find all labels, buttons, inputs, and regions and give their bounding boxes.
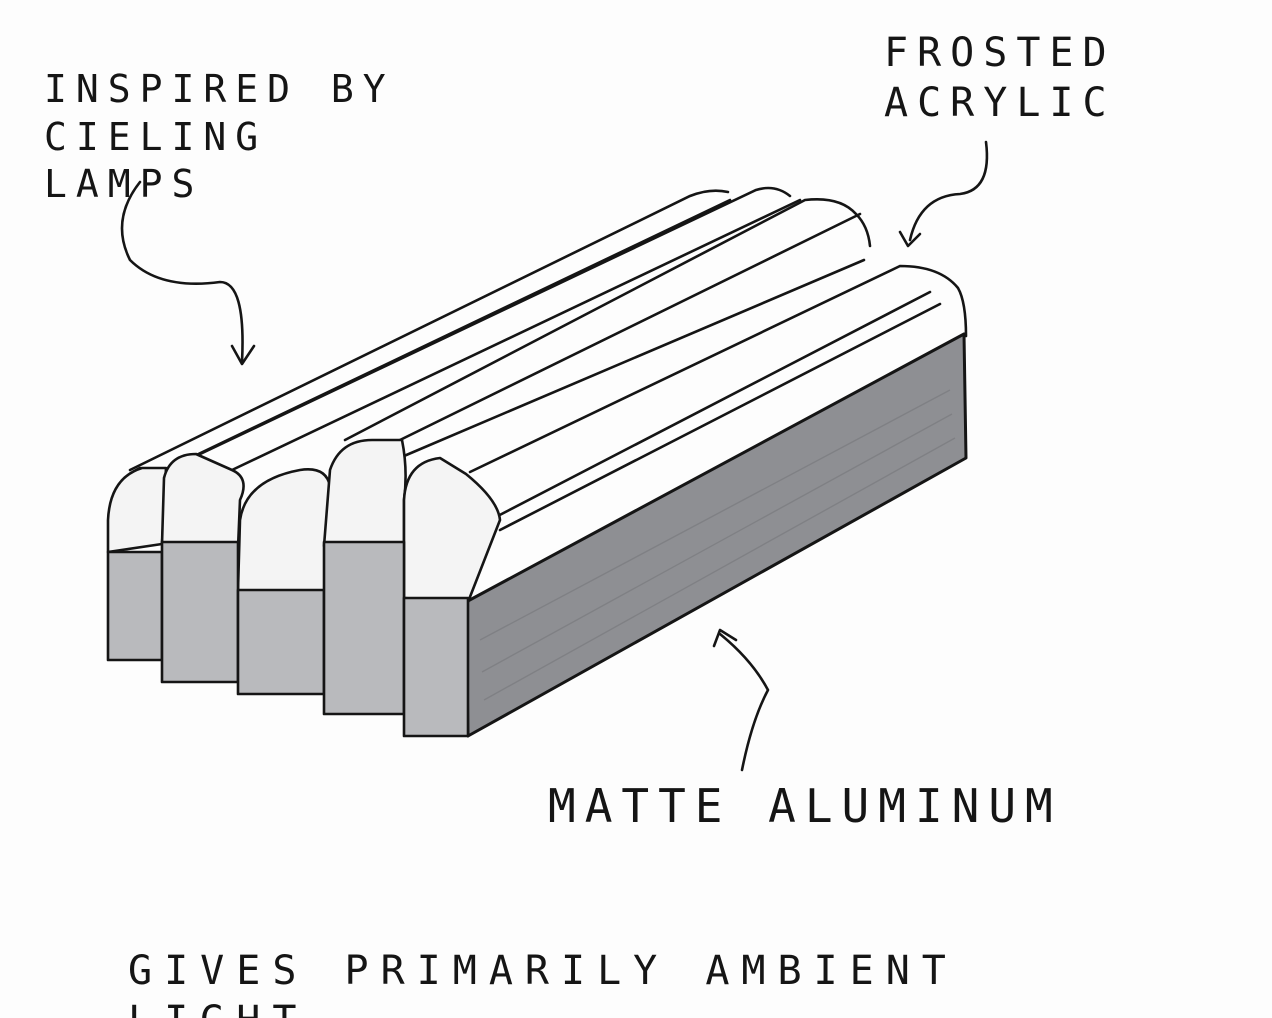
- aluminum-front-4: [322, 540, 406, 716]
- arrowhead-acrylic: [898, 230, 922, 248]
- aluminum-front-5: [402, 596, 470, 738]
- extrusion-long-edges: [110, 186, 968, 552]
- arrow-to-aluminum: [718, 632, 770, 772]
- arrow-to-acrylic: [908, 140, 989, 242]
- caption: GIVES PRIMARILY AMBIENT LIGHT: [128, 948, 958, 1018]
- acrylic-cap-2: [160, 452, 245, 550]
- acrylic-label: FROSTED ACRYLIC: [884, 30, 1116, 126]
- inspiration-note: INSPIRED BY CIELING LAMPS: [44, 67, 395, 206]
- arrow-to-ridges: [120, 180, 244, 364]
- arrowhead-ridges: [230, 344, 256, 366]
- aluminum-side-shading: [479, 389, 956, 701]
- acrylic-cap-1: [106, 466, 168, 554]
- aluminum-front-2: [160, 540, 240, 684]
- acrylic-cap-5: [402, 456, 502, 604]
- aluminum-front-3: [236, 588, 326, 696]
- aluminum-side-face: [464, 332, 968, 738]
- annotation-arrows: [120, 140, 989, 772]
- aluminum-label: MATTE ALUMINUM: [548, 779, 1062, 833]
- arrowhead-aluminum: [712, 628, 738, 648]
- aluminum-front-1: [106, 550, 164, 662]
- acrylic-cap-3: [236, 468, 332, 602]
- aluminum-front-faces: [106, 540, 470, 738]
